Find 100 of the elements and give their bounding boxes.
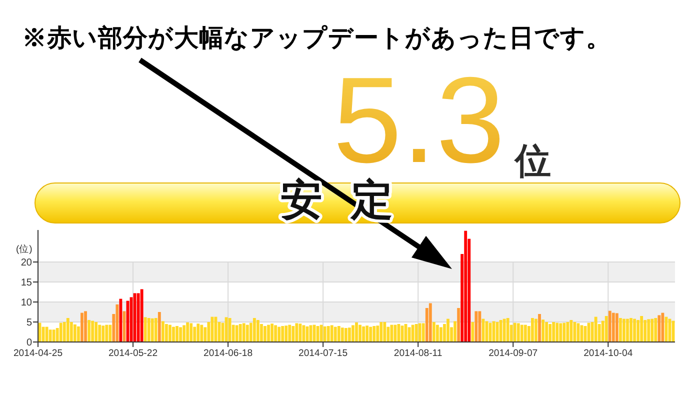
bar	[80, 312, 84, 342]
bar	[534, 318, 538, 342]
bar	[436, 324, 439, 342]
bar	[270, 324, 274, 342]
bar	[147, 318, 150, 342]
bar	[116, 304, 119, 342]
bar	[242, 323, 246, 342]
bar	[414, 324, 418, 342]
bar	[538, 314, 541, 342]
bar	[622, 318, 626, 342]
bar	[45, 326, 48, 342]
bar	[238, 324, 242, 342]
bar	[62, 322, 66, 342]
bar	[618, 318, 622, 342]
bar	[552, 322, 556, 342]
bar	[664, 316, 668, 342]
bar	[176, 326, 178, 342]
bar	[330, 325, 334, 342]
bar	[604, 316, 608, 342]
x-tick-label: 2014-06-18	[204, 348, 253, 359]
x-tick-label: 2014-08-11	[394, 348, 442, 359]
bar	[640, 316, 644, 342]
bar	[274, 325, 278, 342]
bar	[278, 326, 281, 342]
bar	[562, 322, 566, 342]
bar	[520, 324, 524, 342]
bar	[594, 316, 598, 342]
bar	[196, 324, 200, 342]
bar	[288, 324, 292, 342]
x-tick-label: 2014-10-04	[584, 348, 634, 359]
bar	[366, 326, 369, 342]
bar	[323, 326, 326, 342]
bar	[235, 325, 238, 342]
bar	[59, 322, 62, 342]
bar	[362, 326, 365, 342]
bar	[654, 318, 658, 342]
bar	[91, 320, 94, 342]
bar	[661, 312, 664, 342]
bar	[647, 319, 650, 342]
bar	[210, 316, 214, 342]
y-tick-label: 20	[20, 258, 32, 268]
bar	[418, 323, 422, 342]
bar	[633, 318, 636, 342]
bar	[454, 321, 456, 342]
bar	[66, 318, 70, 342]
text: 位	[513, 140, 551, 181]
bar	[457, 308, 460, 342]
bar	[440, 327, 442, 342]
bar	[105, 324, 108, 342]
bar	[164, 324, 168, 342]
bar	[531, 318, 534, 342]
bar	[193, 326, 196, 342]
bar	[256, 320, 260, 342]
bar	[186, 322, 190, 342]
bar	[573, 322, 576, 342]
bar	[355, 322, 358, 342]
bar	[548, 324, 552, 342]
bar	[284, 326, 288, 342]
bar	[144, 317, 147, 342]
bar	[650, 318, 654, 342]
bar	[154, 318, 158, 342]
bar	[428, 303, 432, 342]
bar	[98, 324, 102, 342]
bar	[48, 330, 52, 342]
bar	[246, 324, 249, 342]
bar	[168, 324, 172, 342]
bar	[369, 326, 372, 342]
text: ※赤い部分が大幅なアップデートがあった日です。	[22, 24, 611, 52]
y-tick-label: 0	[26, 338, 32, 348]
bar	[524, 324, 527, 342]
bar	[190, 323, 193, 342]
bar	[658, 315, 661, 342]
bar	[644, 320, 647, 342]
bar	[260, 324, 263, 342]
bar	[252, 318, 256, 342]
bar	[348, 328, 351, 342]
bar	[506, 318, 510, 342]
bar	[464, 230, 468, 342]
bar	[471, 322, 474, 342]
y-axis-title: (位)	[16, 243, 32, 255]
bar	[264, 326, 266, 342]
bar	[119, 298, 122, 342]
bar	[102, 326, 105, 342]
bar	[352, 325, 354, 342]
bar	[390, 324, 394, 342]
bar	[108, 324, 112, 342]
bar	[372, 326, 376, 342]
bar	[446, 318, 450, 342]
bar	[161, 321, 164, 342]
bar	[499, 320, 502, 342]
bar	[88, 320, 90, 342]
bar	[344, 328, 348, 342]
bar	[337, 326, 340, 342]
y-tick-label: 5	[26, 318, 32, 328]
bar	[158, 312, 161, 342]
bar	[52, 330, 56, 342]
bar	[136, 293, 140, 342]
bar	[559, 323, 562, 342]
bar	[84, 311, 87, 342]
y-tick-label: 15	[20, 278, 32, 288]
